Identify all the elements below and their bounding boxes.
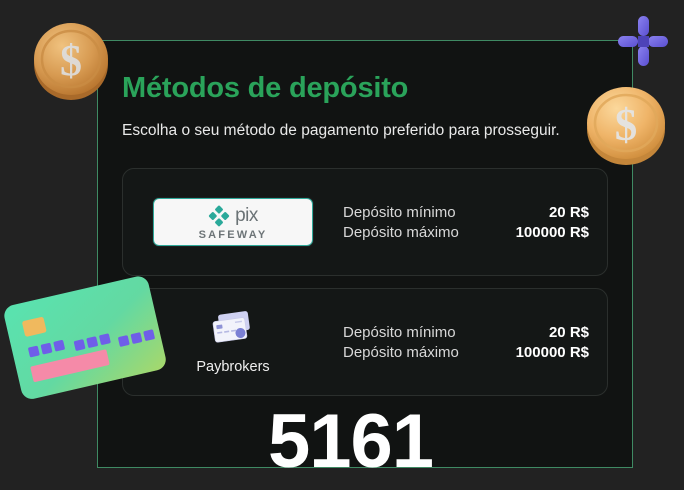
gold-coin-dollar-icon: $	[584, 81, 668, 170]
min-deposit-value: 20 R$	[548, 323, 589, 341]
pix-safeway-logo: pix SAFEWAY	[153, 198, 313, 247]
pix-wordmark: pix	[208, 205, 258, 227]
svg-text:$: $	[615, 100, 638, 150]
page-subtitle: Escolha o seu método de pagamento prefer…	[122, 121, 560, 139]
max-deposit-row: Depósito máximo 100000 R$	[343, 344, 589, 361]
min-deposit-value: 20 R$	[548, 203, 589, 221]
safeway-logo-text: SAFEWAY	[198, 228, 268, 241]
payment-methods-list: pix SAFEWAY Depósito mínimo 20 R$ Depósi…	[122, 168, 608, 397]
max-deposit-label: Depósito máximo	[343, 223, 459, 241]
max-deposit-label: Depósito máximo	[343, 343, 459, 361]
overlay-number: 5161	[268, 399, 434, 484]
deposit-methods-panel: Métodos de depósito Escolha o seu método…	[97, 40, 633, 468]
pix-logo-text: pix	[235, 205, 258, 227]
svg-text:$: $	[60, 36, 82, 85]
min-deposit-label: Depósito mínimo	[343, 203, 456, 221]
payment-method-card-pix[interactable]: pix SAFEWAY Depósito mínimo 20 R$ Depósi…	[122, 168, 608, 277]
method-limits-area: Depósito mínimo 20 R$ Depósito máximo 10…	[329, 201, 589, 244]
pix-diamond-icon	[208, 205, 230, 226]
max-deposit-value: 100000 R$	[515, 223, 589, 241]
gold-coin-dollar-icon: $	[30, 16, 112, 107]
min-deposit-label: Depósito mínimo	[343, 323, 456, 341]
min-deposit-row: Depósito mínimo 20 R$	[343, 204, 589, 221]
method-logo-area: Paybrokers	[137, 310, 329, 375]
method-logo-area: pix SAFEWAY	[137, 198, 329, 247]
max-deposit-value: 100000 R$	[515, 343, 589, 361]
max-deposit-row: Depósito máximo 100000 R$	[343, 224, 589, 241]
payment-method-card-paybrokers[interactable]: Paybrokers Depósito mínimo 20 R$ Depósit…	[122, 288, 608, 397]
credit-card-icon	[0, 272, 171, 417]
panel-content: Métodos de depósito Escolha o seu método…	[98, 41, 632, 397]
paybrokers-label: Paybrokers	[196, 358, 270, 375]
credit-cards-icon	[212, 310, 250, 343]
method-limits-area: Depósito mínimo 20 R$ Depósito máximo 10…	[329, 321, 589, 364]
plus-icon	[614, 12, 672, 75]
page-title: Métodos de depósito	[122, 72, 409, 104]
min-deposit-row: Depósito mínimo 20 R$	[343, 324, 589, 341]
